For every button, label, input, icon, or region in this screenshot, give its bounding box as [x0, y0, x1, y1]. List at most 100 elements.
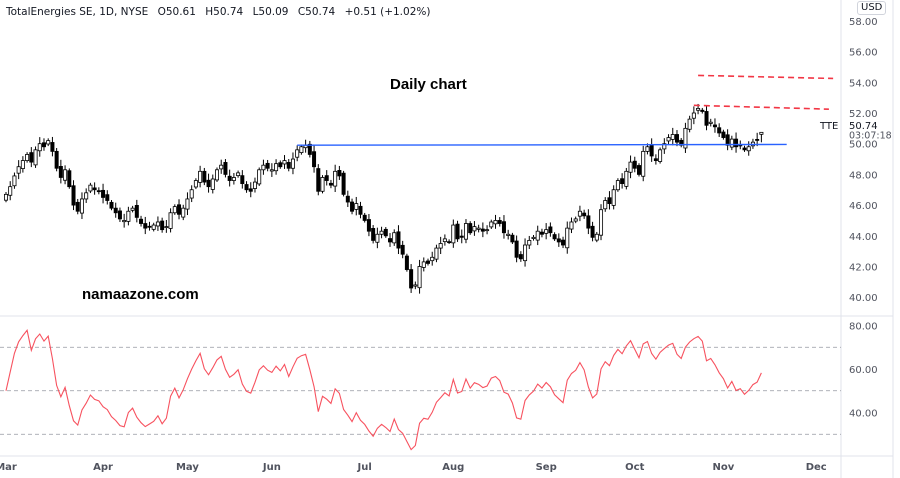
candle-body: [231, 177, 236, 181]
candle-body: [641, 150, 646, 177]
symbol-legend: TotalEnergies SE, 1D, NYSE O50.61 H50.74…: [6, 6, 436, 18]
candle-body: [700, 109, 705, 112]
candle-body: [493, 220, 498, 225]
candle-body: [569, 221, 574, 230]
candle-body: [244, 184, 249, 191]
candle-body: [41, 142, 46, 148]
candle-body: [96, 190, 101, 193]
candle-body: [172, 206, 177, 214]
candle-body: [164, 226, 169, 228]
candle-body: [603, 200, 608, 210]
candle-body: [624, 170, 629, 187]
candle-body: [67, 170, 72, 188]
price-tick-label: 46.00: [849, 201, 878, 212]
candle-body: [20, 160, 25, 169]
currency-button[interactable]: USD: [857, 1, 887, 15]
candle-body: [371, 228, 376, 241]
time-tick-label: Jul: [357, 462, 372, 473]
candle-body: [404, 255, 409, 270]
candle-body: [708, 121, 713, 124]
candle-body: [227, 175, 232, 181]
candle-body: [223, 162, 228, 175]
candle-body: [278, 162, 283, 168]
candle-body: [240, 175, 245, 185]
candle-body: [480, 228, 485, 232]
candle-body: [696, 107, 701, 111]
time-tick-label: Mar: [0, 462, 17, 473]
candle-body: [662, 143, 667, 150]
candle-body: [430, 256, 435, 262]
candle-body: [219, 164, 224, 170]
candle-body: [565, 227, 570, 249]
candle-body: [637, 165, 642, 175]
candle-body: [463, 223, 468, 240]
candle-body: [434, 247, 439, 260]
candle-body: [742, 147, 747, 151]
time-tick-label: Sep: [536, 462, 557, 473]
candle-body: [438, 243, 443, 249]
candle-body: [193, 180, 198, 188]
candle-body: [712, 124, 717, 128]
candle-body: [734, 138, 739, 148]
candle-body: [12, 175, 17, 187]
candle-body: [362, 214, 367, 221]
candle-body: [105, 194, 110, 201]
candle-body: [417, 266, 422, 289]
candle-body: [658, 149, 663, 162]
candle-body: [185, 198, 190, 210]
candle-body: [354, 203, 359, 210]
candle-body: [147, 225, 152, 228]
open-value: O50.61: [157, 6, 196, 18]
candle-body: [295, 149, 300, 158]
candle-body: [674, 134, 679, 143]
candle-body: [75, 201, 80, 212]
candle-body: [151, 224, 156, 230]
candle-body: [341, 172, 346, 195]
candle-body: [265, 162, 270, 169]
candle-body: [261, 164, 266, 171]
candle-body: [531, 236, 536, 239]
time-tick-label: Apr: [93, 462, 113, 473]
chart-annotation-title: Daily chart: [390, 76, 467, 93]
candle-body: [561, 239, 566, 246]
candle-body: [459, 235, 464, 238]
price-tick-label: 42.00: [849, 263, 878, 274]
candle-body: [539, 231, 544, 235]
price-tick-label: 56.00: [849, 48, 878, 59]
candle-body: [442, 238, 447, 243]
resistance-upper-line: [698, 74, 834, 80]
high-value: H50.74: [205, 6, 244, 18]
price-tick-label: 52.00: [849, 109, 878, 120]
candle-body: [328, 182, 333, 186]
candle-body: [645, 146, 650, 152]
candle-body: [611, 189, 616, 206]
candle-body: [71, 185, 76, 206]
candle-body: [33, 149, 38, 166]
support-line: [297, 143, 787, 146]
candle-body: [721, 131, 726, 138]
candle-body: [506, 233, 511, 236]
candle-body: [337, 170, 342, 177]
price-tick-label: 40.00: [849, 293, 878, 304]
candle-body: [594, 233, 599, 241]
candle-body: [210, 178, 215, 190]
candle-body: [177, 204, 182, 215]
candle-body: [252, 181, 257, 189]
candle-body: [653, 158, 658, 161]
candle-body: [649, 144, 654, 157]
last-price-label: 50.74: [849, 121, 878, 132]
candle-body: [472, 226, 477, 232]
candle-body: [345, 195, 350, 203]
rsi-tick-label: 80.00: [849, 322, 878, 333]
candle-body: [63, 169, 68, 181]
candle-body: [577, 210, 582, 217]
candle-body: [366, 219, 371, 232]
candle-body: [670, 134, 675, 140]
candle-body: [307, 143, 312, 155]
candle-body: [666, 137, 671, 142]
candle-body: [409, 269, 414, 289]
candle-body: [586, 215, 591, 229]
candle-body: [290, 158, 295, 169]
candle-body: [518, 254, 523, 260]
